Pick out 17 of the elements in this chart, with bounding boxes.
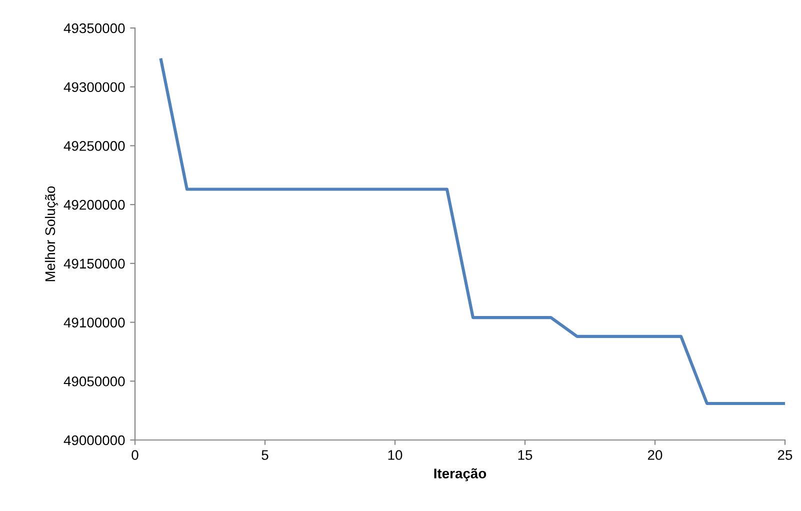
x-tick-label: 25 (778, 450, 792, 460)
y-tick-label: 49250000 (64, 141, 125, 151)
line-series (159, 58, 785, 406)
y-tick-label: 49350000 (64, 23, 125, 34)
x-tick-label: 15 (518, 450, 532, 460)
x-tick-label: 10 (388, 450, 402, 460)
x-tick-label: 0 (132, 450, 138, 460)
y-tick-label: 49050000 (64, 376, 125, 386)
y-tick-label: 49100000 (64, 318, 125, 328)
y-axis-title: Melhor Solução (44, 186, 58, 282)
y-tick-label: 49200000 (64, 200, 125, 210)
y-tick-label: 49300000 (64, 82, 125, 92)
y-tick-label: 49150000 (64, 258, 125, 269)
x-axis-title: Iteração (434, 468, 486, 482)
x-tick-label: 20 (648, 450, 662, 460)
x-tick-label: 5 (262, 450, 268, 460)
y-tick-label: 49000000 (64, 435, 125, 446)
